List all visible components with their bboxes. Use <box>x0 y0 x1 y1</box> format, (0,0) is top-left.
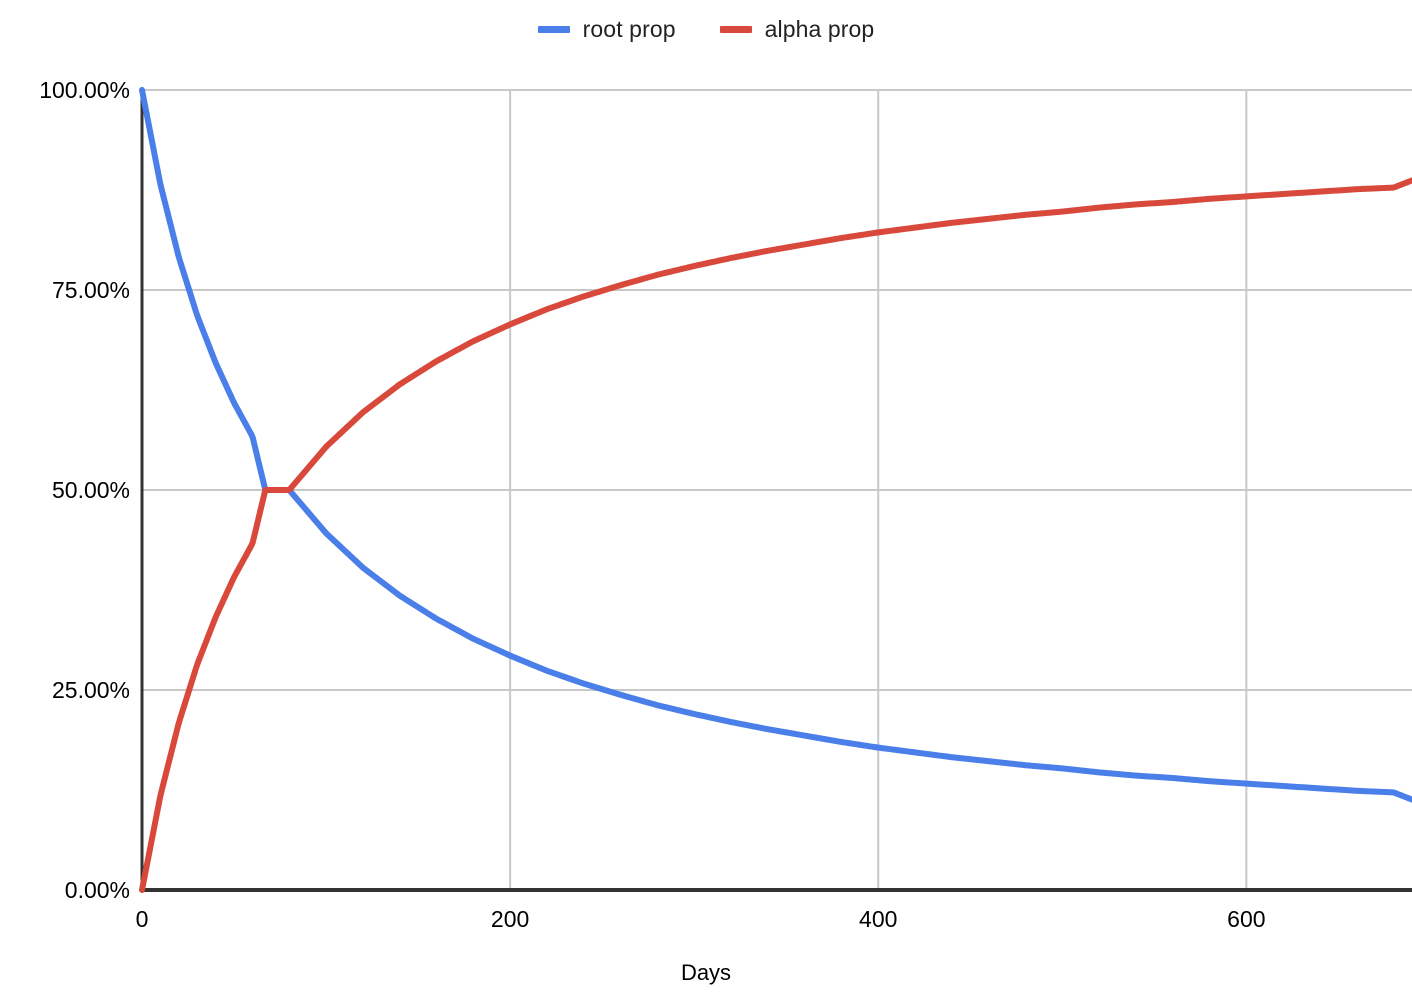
chart-legend: root prop alpha prop <box>0 0 1412 58</box>
x-axis-tick-label: 200 <box>490 906 530 932</box>
legend-item-alpha-prop[interactable]: alpha prop <box>719 15 875 42</box>
y-axis-tick-label: 0.00% <box>64 877 130 903</box>
legend-item-root-prop[interactable]: root prop <box>537 15 676 42</box>
x-axis-tick-label: 0 <box>135 906 149 932</box>
x-axis-tick-label: 600 <box>1227 906 1266 932</box>
series-lines <box>139 87 1412 893</box>
axis-lines <box>140 88 1412 892</box>
legend-label-alpha-prop: alpha prop <box>764 15 875 42</box>
gridlines <box>142 89 1412 890</box>
series-line-alpha-prop <box>139 177 1412 893</box>
y-axis-tick-label: 25.00% <box>51 677 130 703</box>
legend-color-swatch-root-prop <box>537 25 570 33</box>
x-axis-title: Days <box>680 960 732 985</box>
y-axis-tick-label: 75.00% <box>51 277 130 303</box>
y-axis-tick-label: 50.00% <box>51 477 130 503</box>
x-axis-tick-label: 400 <box>859 906 898 932</box>
y-axis-tick-label: 100.00% <box>39 77 130 103</box>
series-line-root-prop <box>139 87 1412 803</box>
legend-color-swatch-alpha-prop <box>719 25 752 33</box>
legend-label-root-prop: root prop <box>582 15 676 42</box>
